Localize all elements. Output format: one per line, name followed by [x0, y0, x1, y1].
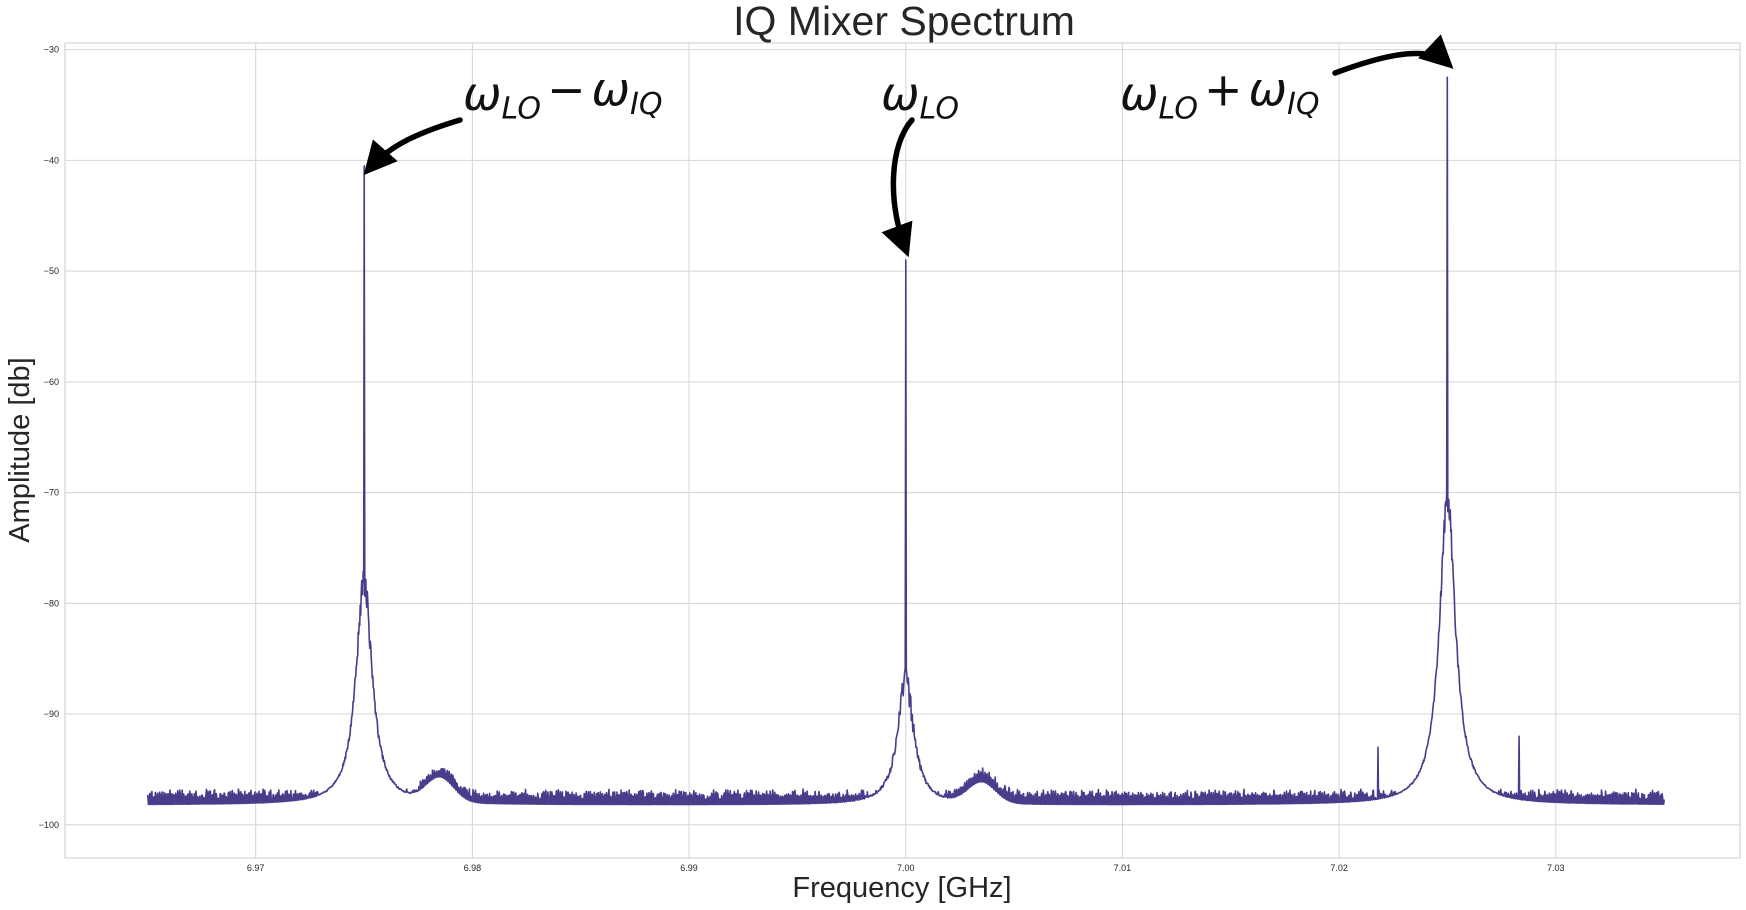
plot-area	[64, 42, 1741, 859]
x-tick-label: 7.00	[897, 863, 915, 873]
annotation-2: ωLO	[881, 67, 959, 258]
y-tick-label: −50	[44, 266, 59, 276]
x-tick-label: 6.99	[680, 863, 698, 873]
annotation-3: ωLO + ωIQ	[1120, 34, 1454, 127]
annotation-label: ωLO	[881, 67, 959, 126]
y-tick-label: −30	[44, 45, 59, 55]
annotation-arrow	[881, 117, 915, 258]
y-tick-label: −80	[44, 598, 59, 608]
y-tick-label: −70	[44, 488, 59, 498]
grid	[65, 43, 1740, 858]
x-axis-ticks: 6.97 6.98 6.99 7.00 7.01 7.02 7.03	[247, 863, 1565, 873]
x-tick-label: 7.01	[1114, 863, 1132, 873]
x-axis-label: Frequency [GHz]	[792, 872, 1011, 904]
spectrum-series-line	[146, 76, 1665, 806]
y-tick-label: −100	[39, 820, 59, 830]
chart-title: IQ Mixer Spectrum	[733, 0, 1075, 44]
y-tick-label: −60	[44, 377, 59, 387]
annotation-label: ωLO − ωIQ	[463, 63, 662, 127]
y-tick-label: −90	[44, 709, 59, 719]
x-tick-label: 6.98	[464, 863, 482, 873]
annotation-1: ωLO − ωIQ	[363, 63, 662, 176]
annotation-label: ωLO + ωIQ	[1120, 63, 1319, 127]
annotation-arrow	[1332, 34, 1454, 76]
x-tick-label: 7.03	[1547, 863, 1565, 873]
y-axis-ticks: −30 −40 −50 −60 −70 −80 −90 −100	[39, 45, 59, 830]
x-tick-label: 7.02	[1330, 863, 1348, 873]
annotations: ωLO − ωIQ ωLO ωLO + ωIQ	[363, 34, 1454, 258]
annotation-arrow	[363, 117, 463, 176]
y-tick-label: −40	[44, 155, 59, 165]
y-axis-label: Amplitude [db]	[4, 357, 36, 542]
x-tick-label: 6.97	[247, 863, 265, 873]
